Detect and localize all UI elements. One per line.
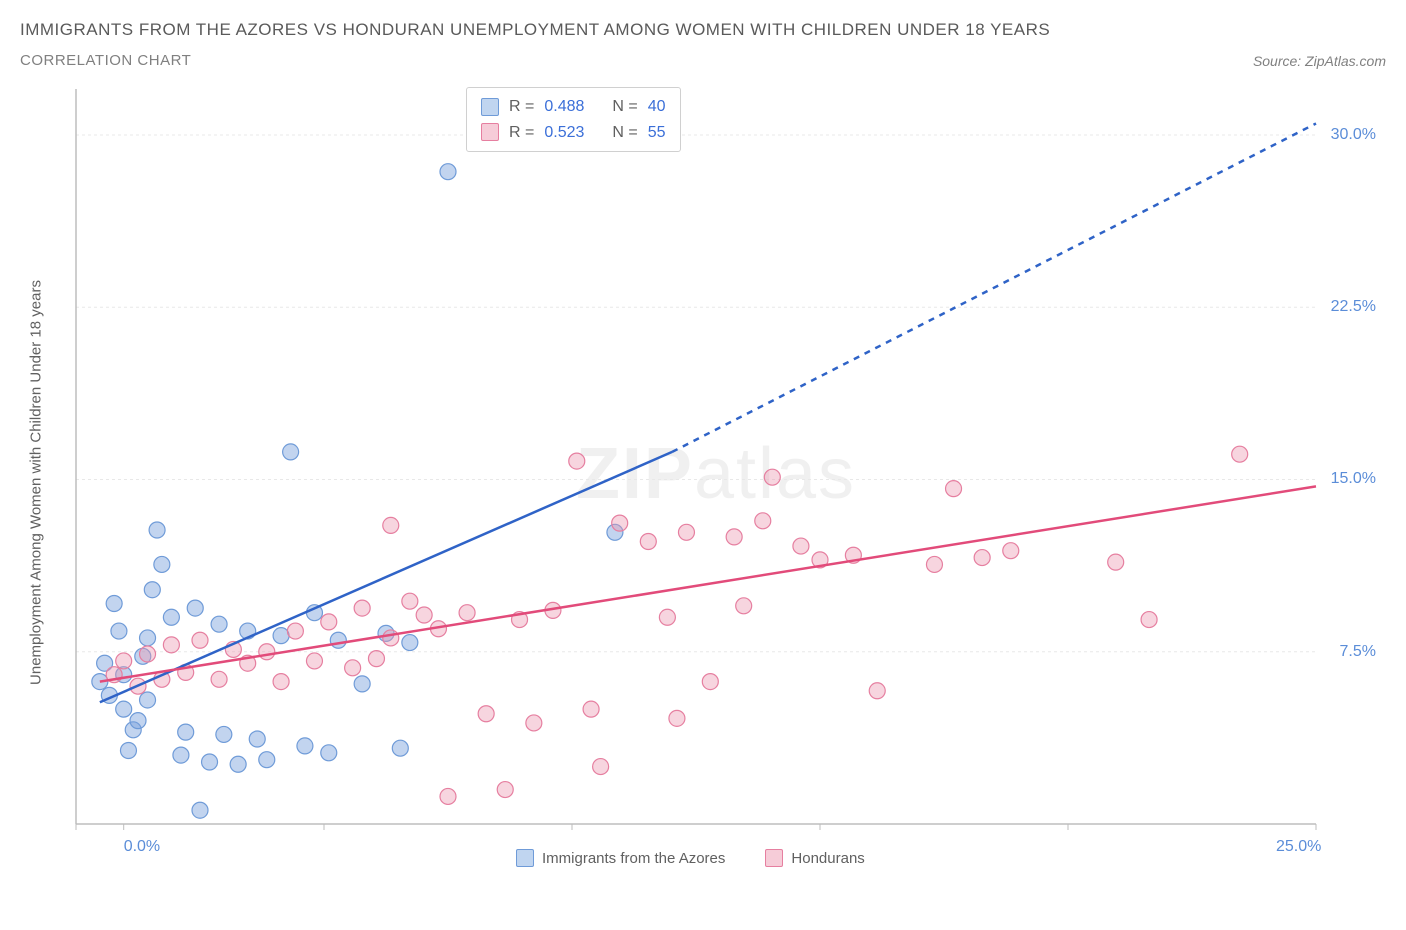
r-label-1: R = [509,120,534,146]
x-tick-label: 25.0% [1276,838,1321,856]
stats-row-series-1: R = 0.523 N = 55 [481,120,666,146]
r-label-0: R = [509,94,534,120]
y-tick-label: 30.0% [1331,126,1376,144]
r-value-1: 0.523 [544,120,584,146]
n-value-1: 55 [648,120,666,146]
legend-item-0: Immigrants from the Azores [516,849,725,867]
bottom-legend: Immigrants from the Azores Hondurans [516,849,865,867]
legend-label-0: Immigrants from the Azores [542,850,725,867]
swatch-series-0 [481,98,499,116]
legend-label-1: Hondurans [791,850,864,867]
stats-row-series-0: R = 0.488 N = 40 [481,94,666,120]
plot-area: Unemployment Among Women with Children U… [46,79,1386,869]
r-value-0: 0.488 [544,94,584,120]
legend-item-1: Hondurans [765,849,864,867]
legend-swatch-1 [765,849,783,867]
scatter-plot-svg [46,79,1386,869]
stats-legend-box: R = 0.488 N = 40 R = 0.523 N = 55 [466,87,681,152]
y-tick-label: 15.0% [1331,470,1376,488]
n-value-0: 40 [648,94,666,120]
chart-title: IMMIGRANTS FROM THE AZORES VS HONDURAN U… [20,20,1386,40]
source-name: ZipAtlas.com [1305,53,1386,69]
y-axis-label: Unemployment Among Women with Children U… [28,280,45,685]
n-label-1: N = [612,120,637,146]
legend-swatch-0 [516,849,534,867]
n-label-0: N = [612,94,637,120]
chart-subtitle: CORRELATION CHART [20,52,191,69]
swatch-series-1 [481,123,499,141]
x-tick-label: 0.0% [124,838,160,856]
correlation-chart-container: IMMIGRANTS FROM THE AZORES VS HONDURAN U… [20,20,1386,910]
source-prefix: Source: [1253,53,1305,69]
chart-source: Source: ZipAtlas.com [1253,53,1386,69]
subtitle-row: CORRELATION CHART Source: ZipAtlas.com [20,52,1386,69]
y-tick-label: 7.5% [1340,643,1376,661]
y-tick-label: 22.5% [1331,298,1376,316]
